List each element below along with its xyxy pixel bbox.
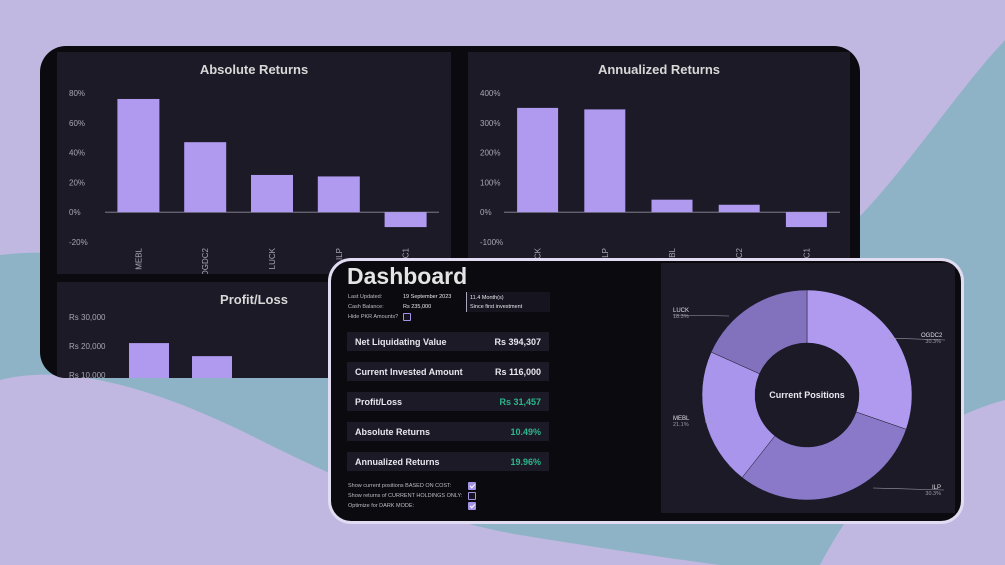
y-tick-label: 300%	[480, 119, 500, 128]
leader-line	[672, 314, 730, 317]
annualized-returns-chart: 400% 300% 200% 100% 0% -100% LUCK ILP MEBL OGDC2 O…	[480, 89, 840, 274]
bar[interactable]	[384, 212, 427, 228]
bar[interactable]	[317, 176, 360, 213]
x-tick-label: LUCK	[534, 247, 543, 269]
pie-label-name: OGDC2	[921, 333, 943, 339]
pie-label: ILP 30.3%	[921, 485, 941, 497]
option-checkbox[interactable]	[468, 482, 476, 490]
metric-value: 19.96%	[510, 457, 541, 467]
absolute-returns-panel: Absolute Returns 80% 60% 40% 20% 0% -20% MEBL O…	[57, 52, 451, 274]
profit-loss-title: Profit/Loss	[220, 292, 288, 307]
since-first-investment: Since first investment	[470, 304, 523, 310]
x-tick-label: ILP	[601, 248, 610, 260]
bar[interactable]	[584, 109, 626, 213]
hide-amounts-label: Hide PKR Amounts?	[348, 314, 399, 320]
current-positions-donut: Current Positions	[672, 289, 946, 501]
metric-value: Rs 394,307	[494, 337, 541, 347]
option-label: Show returns of CURRENT HOLDINGS ONLY:	[348, 493, 463, 499]
pie-label-pct: 18.3%	[673, 314, 689, 320]
cash-balance-label: Cash Balance:	[348, 304, 384, 310]
bar[interactable]	[785, 212, 827, 228]
absolute-returns-title: Absolute Returns	[199, 62, 309, 77]
y-tick-label: 60%	[69, 119, 85, 128]
bar[interactable]	[651, 199, 693, 213]
pie-label-pct: 30.3%	[925, 339, 941, 345]
metric-card: Annualized Returns 19.96%	[347, 452, 549, 471]
donut-center-label: Current Positions	[769, 390, 845, 400]
annualized-returns-panel: Annualized Returns 400% 300% 200% 100% 0% -10…	[468, 52, 850, 274]
x-tick-label: OGDC1	[402, 247, 411, 274]
y-tick-label: 400%	[480, 89, 500, 98]
metric-value: Rs 31,457	[499, 397, 541, 407]
bar[interactable]	[184, 142, 227, 213]
months-value: 11.4 Month(s)	[470, 295, 504, 301]
bar[interactable]	[517, 107, 559, 213]
last-updated-label: Last Updated:	[348, 294, 383, 300]
pie-label-pct: 30.3%	[925, 491, 941, 497]
y-tick-label: 0%	[69, 208, 81, 217]
pie-label-pct: 21.1%	[673, 422, 689, 428]
y-tick-label: -100%	[480, 238, 503, 247]
metric-label: Current Invested Amount	[355, 367, 463, 377]
metric-card: Net Liquidating Value Rs 394,307	[347, 332, 549, 351]
metric-card: Current Invested Amount Rs 116,000	[347, 362, 549, 381]
y-tick-label: 80%	[69, 89, 85, 98]
since-investment-box: 11.4 Month(s) Since first investment	[466, 292, 550, 312]
pie-label-name: LUCK	[673, 308, 690, 314]
y-tick-label: 200%	[480, 149, 500, 158]
last-updated-value: 19 September 2023	[403, 294, 452, 300]
dashboard-window: Dashboard Last Updated: 19 September 202…	[331, 261, 961, 521]
leader-line	[886, 337, 946, 341]
bar[interactable]	[718, 204, 760, 213]
x-tick-label: MEBL	[668, 247, 677, 269]
cash-balance-value: Rs 235,000	[403, 304, 432, 310]
metric-value: 10.49%	[510, 427, 541, 437]
absolute-returns-chart: 80% 60% 40% 20% 0% -20% MEBL OGDC2 LUCK ILP OGDC1	[69, 89, 439, 274]
dashboard-title: Dashboard	[347, 263, 468, 289]
y-tick-label: Rs 20,000	[69, 342, 106, 351]
x-tick-label: OGDC2	[735, 247, 744, 274]
metric-label: Net Liquidating Value	[355, 337, 447, 347]
y-tick-label: 40%	[69, 149, 85, 158]
metric-label: Profit/Loss	[355, 397, 403, 407]
pie-label-name: ILP	[931, 485, 941, 491]
metric-label: Absolute Returns	[355, 427, 431, 437]
y-tick-label: 0%	[480, 208, 492, 217]
profit-loss-chart: Rs 30,000 Rs 20,000 Rs 10,000	[69, 313, 232, 378]
bar[interactable]	[129, 343, 169, 378]
pie-label: LUCK 18.3%	[673, 308, 693, 320]
pie-label: OGDC2 30.3%	[921, 333, 943, 345]
y-tick-label: 20%	[69, 178, 85, 187]
pie-label: MEBL 21.1%	[673, 416, 693, 428]
option-label: Optimize for DARK MODE:	[348, 503, 415, 509]
bar[interactable]	[251, 174, 293, 213]
y-tick-label: -20%	[69, 238, 88, 247]
option-checkbox[interactable]	[468, 492, 476, 500]
x-tick-label: LUCK	[268, 247, 277, 269]
x-tick-label: OGDC1	[802, 247, 811, 274]
donut-hole	[755, 343, 859, 447]
hide-amounts-checkbox[interactable]	[403, 313, 411, 321]
metric-value: Rs 116,000	[494, 367, 541, 377]
metric-card: Absolute Returns 10.49%	[347, 422, 549, 441]
option-label: Show current positions BASED ON COST:	[348, 483, 452, 489]
y-tick-label: 100%	[480, 178, 500, 187]
current-positions-panel: Current Positions OGDC2 30.3% ILP 30.3% MEBL…	[661, 263, 955, 513]
metric-card: Profit/Loss Rs 31,457	[347, 392, 549, 411]
y-tick-label: Rs 10,000	[69, 371, 106, 378]
pie-label-name: MEBL	[673, 416, 690, 422]
y-tick-label: Rs 30,000	[69, 313, 106, 322]
bar[interactable]	[117, 98, 160, 213]
metric-label: Annualized Returns	[355, 457, 440, 467]
x-tick-label: MEBL	[134, 247, 143, 269]
option-checkbox[interactable]	[468, 502, 476, 510]
x-tick-label: OGDC2	[201, 247, 210, 274]
leader-line	[872, 487, 945, 491]
bar[interactable]	[192, 356, 232, 378]
x-tick-label: ILP	[335, 248, 344, 260]
annualized-returns-title: Annualized Returns	[597, 62, 721, 77]
